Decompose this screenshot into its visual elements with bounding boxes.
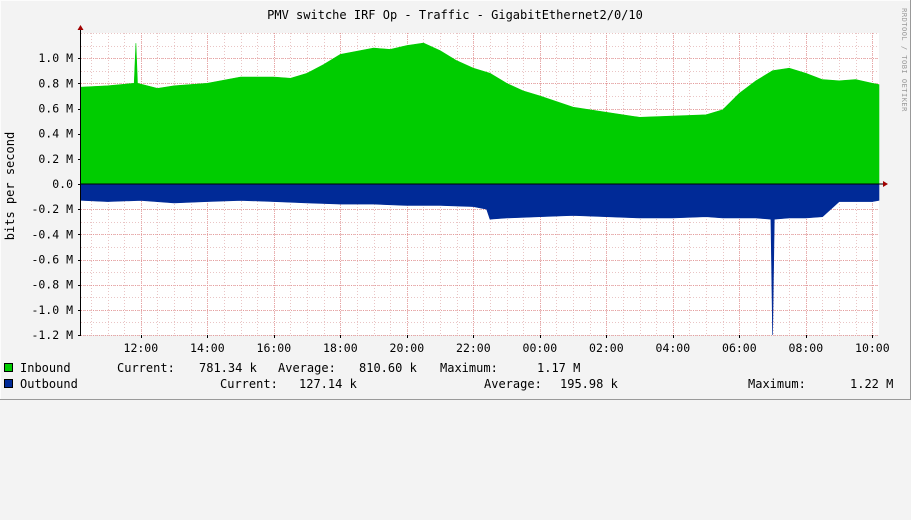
legend-inbound-label: Inbound	[20, 361, 71, 375]
legend-outbound-maximum: 1.22 M	[850, 377, 894, 391]
series-area-inbound	[80, 42, 880, 185]
x-tick-labels: 12:00 14:00 16:00 18:00 20:00 22:00 00:00 02:00…	[124, 341, 890, 355]
y-tick-label: 0.0	[52, 177, 73, 191]
x-tick-label: 20:00	[390, 341, 425, 355]
y-tick-label: -1.0 M	[31, 303, 73, 317]
y-tick-label: 0.8 M	[38, 76, 73, 90]
legend-inbound-maximum-label: Maximum:	[440, 361, 498, 375]
y-axis-arrow	[77, 25, 84, 30]
x-axis-arrow	[883, 181, 888, 187]
legend-inbound-average: 810.60 k	[359, 361, 417, 375]
legend-outbound-average-label: Average:	[484, 377, 542, 391]
x-tick-label: 14:00	[190, 341, 225, 355]
y-tick-label: 0.6 M	[38, 102, 73, 116]
y-tick-label: -1.2 M	[31, 328, 73, 342]
x-tick-label: 08:00	[789, 341, 824, 355]
inbound-color-swatch	[4, 363, 13, 372]
rrdtool-watermark: RRDTOOL / TOBI OETIKER	[900, 8, 908, 112]
legend-inbound-current: 781.34 k	[199, 361, 257, 375]
x-tick-label: 04:00	[656, 341, 691, 355]
y-tick-label: 1.0 M	[38, 51, 73, 65]
legend-inbound-maximum: 1.17 M	[537, 361, 581, 375]
traffic-graph: PMV switche IRF Op - Traffic - GigabitEt…	[0, 0, 911, 400]
y-tick-label: -0.2 M	[31, 202, 73, 216]
series-area-outbound	[80, 183, 880, 336]
y-tick-label: -0.4 M	[31, 227, 73, 241]
x-tick-label: 18:00	[323, 341, 358, 355]
legend-outbound-current: 127.14 k	[299, 377, 357, 391]
axes	[77, 25, 888, 338]
y-tick-label: -0.8 M	[31, 278, 73, 292]
series-areas	[80, 42, 880, 336]
y-axis-label: bits per second	[3, 132, 17, 240]
outbound-color-swatch	[4, 379, 13, 388]
legend-inbound-average-label: Average:	[278, 361, 336, 375]
legend-outbound-current-label: Current:	[220, 377, 278, 391]
x-tick-label: 16:00	[257, 341, 292, 355]
legend-outbound-maximum-label: Maximum:	[748, 377, 806, 391]
legend-row-outbound: Outbound Current: 127.14 k Average: 195.…	[0, 376, 911, 392]
x-tick-label: 06:00	[722, 341, 757, 355]
legend-outbound-label: Outbound	[20, 377, 78, 391]
x-tick-label: 02:00	[589, 341, 624, 355]
y-tick-labels: 1.0 M 0.8 M 0.6 M 0.4 M 0.2 M 0.0 -0.2 M -0.4 M…	[31, 51, 73, 342]
y-tick-label: -0.6 M	[31, 253, 73, 267]
chart-title: PMV switche IRF Op - Traffic - GigabitEt…	[267, 8, 643, 22]
y-tick-label: 0.2 M	[38, 152, 73, 166]
legend-inbound-current-label: Current:	[117, 361, 175, 375]
x-tick-label: 10:00	[855, 341, 890, 355]
legend-outbound-average: 195.98 k	[560, 377, 618, 391]
y-tick-label: 0.4 M	[38, 127, 73, 141]
x-tick-label: 22:00	[456, 341, 491, 355]
x-tick-label: 12:00	[124, 341, 159, 355]
legend-row-inbound: Inbound Current: 781.34 k Average: 810.6…	[0, 360, 911, 376]
x-tick-label: 00:00	[523, 341, 558, 355]
